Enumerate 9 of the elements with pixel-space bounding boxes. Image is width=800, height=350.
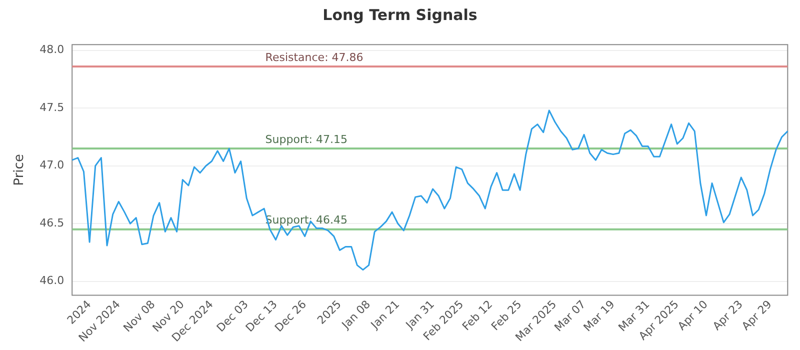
y-tick-label: 47.0 <box>40 158 64 172</box>
chart-title: Long Term Signals <box>322 5 478 26</box>
y-tick-label: 46.5 <box>40 216 64 230</box>
y-axis-title: Price <box>12 154 28 186</box>
y-tick-label: 48.0 <box>40 43 64 56</box>
ref-line-label: Resistance: 47.86 <box>265 50 364 64</box>
y-tick-label: 47.5 <box>40 100 64 114</box>
ref-line-label: Support: 47.15 <box>265 132 348 146</box>
y-tick-label: 46.0 <box>40 274 64 288</box>
